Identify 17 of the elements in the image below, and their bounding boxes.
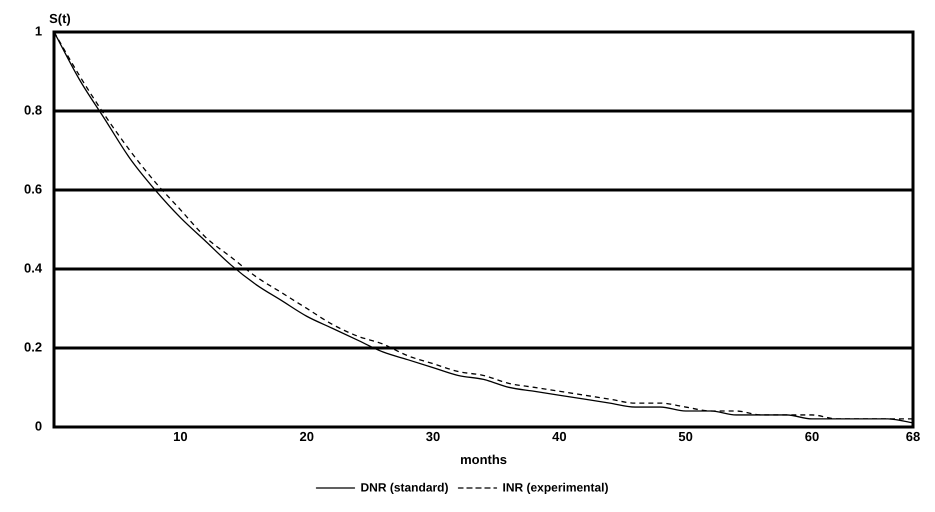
- x-tick-label: 60: [804, 429, 820, 444]
- x-tick-label: 68: [906, 429, 920, 444]
- y-tick-label: 0: [34, 418, 42, 434]
- y-tick-label: 0.2: [24, 339, 42, 354]
- x-tick-label: 20: [299, 429, 314, 444]
- y-tick-label: 0.6: [24, 182, 42, 196]
- x-tick-label: 50: [678, 429, 693, 444]
- x-tick-label: 10: [173, 429, 188, 444]
- legend-label: DNR (standard): [360, 480, 448, 494]
- x-tick-label: 40: [552, 429, 567, 444]
- x-axis-title: months: [460, 452, 508, 467]
- legend-label: INR (experimental): [502, 480, 609, 494]
- x-tick-label: 30: [426, 429, 440, 444]
- y-tick-label: 1: [34, 24, 42, 39]
- y-tick-label: 0.4: [24, 260, 43, 276]
- y-axis-title: S(t): [49, 11, 71, 26]
- y-tick-label: 0.8: [24, 102, 42, 118]
